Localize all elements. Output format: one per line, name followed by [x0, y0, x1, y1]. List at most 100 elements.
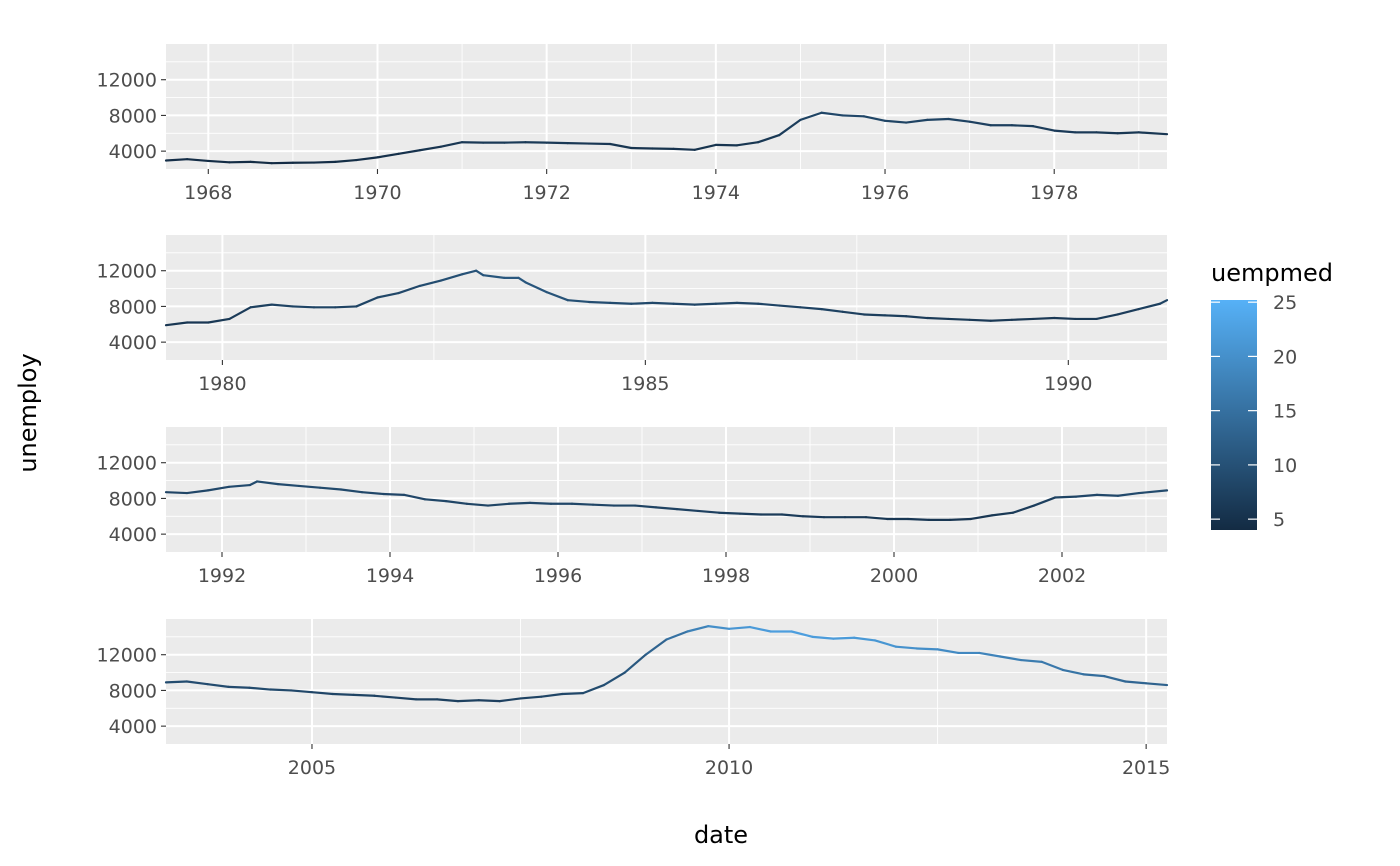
series-segment: [227, 483, 252, 488]
series-segment: [276, 483, 301, 488]
data-point: [228, 161, 231, 164]
data-point: [186, 321, 188, 324]
data-point: [757, 302, 759, 305]
data-point: [832, 637, 835, 640]
series-segment: [1116, 131, 1140, 135]
series-segment: [630, 301, 654, 305]
data-point: [545, 291, 548, 293]
series-segment: [475, 269, 485, 277]
data-point: [1054, 496, 1056, 499]
series-segment: [1116, 308, 1140, 316]
series-segment: [757, 133, 781, 144]
series-segment: [477, 699, 501, 703]
series-segment: [1158, 299, 1169, 305]
data-point: [886, 518, 888, 520]
data-point: [936, 648, 939, 651]
data-point: [397, 292, 400, 294]
data-point: [672, 302, 675, 305]
series-segment: [1137, 302, 1162, 311]
data-point: [376, 296, 379, 299]
data-point: [466, 502, 468, 505]
data-point: [313, 306, 315, 309]
series-segment: [748, 625, 772, 633]
data-point: [290, 689, 292, 692]
series-segment: [883, 314, 908, 318]
y-tick-label: 12000: [97, 261, 157, 283]
data-point: [863, 313, 865, 316]
data-point: [989, 124, 992, 127]
series-segment: [1137, 489, 1169, 495]
x-tick-label: 1985: [621, 373, 669, 395]
series-segment: [456, 699, 480, 703]
series-segment: [1040, 660, 1064, 671]
data-point: [1032, 125, 1034, 127]
data-point: [482, 141, 485, 144]
series-segment: [799, 111, 823, 121]
panel-3: 4000 8000 12000 1992 1994 1996 1998 2000 2002: [97, 427, 1169, 587]
data-point: [415, 698, 418, 701]
data-point: [970, 518, 972, 520]
y-tick-label: 12000: [97, 645, 157, 667]
series-segment: [545, 291, 569, 302]
series-segment: [360, 491, 385, 496]
data-point: [540, 695, 543, 698]
data-point: [165, 324, 167, 326]
data-point: [1061, 669, 1064, 671]
data-point: [623, 671, 626, 674]
series-segment: [352, 693, 376, 697]
data-point: [926, 119, 929, 121]
data-point: [1124, 680, 1127, 683]
series-segment: [968, 318, 992, 322]
data-point: [186, 158, 188, 160]
x-tick-label: 2015: [1122, 757, 1170, 779]
series-segment: [727, 625, 752, 630]
data-point: [811, 636, 814, 638]
series-segment: [811, 635, 835, 640]
data-point: [884, 314, 886, 317]
data-point: [630, 147, 633, 149]
series-segment: [185, 489, 210, 495]
data-point: [968, 319, 971, 321]
data-point: [1117, 494, 1119, 497]
data-point: [207, 321, 210, 324]
data-point: [1041, 661, 1043, 663]
data-point: [319, 486, 321, 489]
data-point: [736, 302, 738, 304]
series-segment: [609, 142, 633, 150]
series-segment: [164, 491, 189, 495]
data-point: [630, 302, 633, 305]
series-segment: [714, 301, 739, 305]
series-segment: [602, 671, 626, 687]
data-point: [686, 630, 689, 633]
series-segment: [644, 638, 668, 656]
data-point: [165, 681, 167, 684]
y-tick-label: 8000: [109, 105, 157, 127]
data-point: [999, 655, 1001, 658]
y-tick-label: 4000: [109, 524, 157, 546]
data-point: [757, 141, 759, 144]
series-segment: [318, 486, 343, 491]
data-point: [498, 700, 501, 702]
x-tick-label: 1992: [198, 565, 246, 587]
series-segment: [757, 302, 781, 307]
x-tick-label: 2002: [1038, 565, 1086, 587]
data-point: [1166, 684, 1168, 686]
data-point: [651, 302, 654, 304]
data-point: [841, 310, 844, 313]
data-point: [802, 515, 804, 518]
data-point: [1053, 317, 1056, 319]
data-point: [355, 305, 358, 308]
x-tick-label: 1978: [1030, 182, 1078, 204]
series-segment: [1095, 493, 1120, 497]
data-point: [915, 647, 918, 650]
data-point: [249, 484, 251, 486]
series-segment: [207, 159, 231, 164]
series-segment: [905, 118, 929, 124]
data-point: [853, 636, 855, 639]
series-segment: [707, 625, 731, 630]
series-segment: [686, 625, 710, 633]
series-segment: [439, 141, 464, 148]
data-point: [1116, 313, 1119, 316]
data-point: [905, 315, 907, 318]
data-point: [588, 301, 590, 303]
